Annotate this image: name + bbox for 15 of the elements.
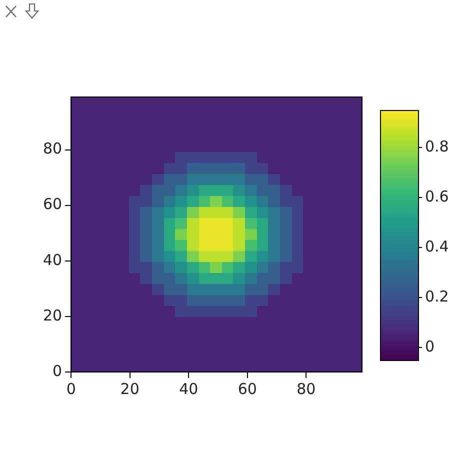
y-tick-label: 80 xyxy=(42,140,62,158)
y-tick-label: 20 xyxy=(42,306,62,324)
color-bar-label: 0.2 xyxy=(425,287,449,306)
y-tick-label: 40 xyxy=(42,250,62,269)
x-tick-label: 80 xyxy=(296,380,316,398)
x-tick-label: 60 xyxy=(238,380,257,398)
x-tick-label: 40 xyxy=(179,380,198,398)
y-tick-label: 60 xyxy=(42,195,62,214)
x-tick-label: 20 xyxy=(120,380,140,398)
color-bar-label: 0.4 xyxy=(425,237,449,256)
color-bar-label: 0 xyxy=(425,337,435,356)
color-bar-label: 0.8 xyxy=(425,137,449,156)
y-tick-label: 0 xyxy=(52,362,62,380)
x-tick-label: 0 xyxy=(66,380,76,398)
color-bar-label: 0.6 xyxy=(425,187,449,206)
